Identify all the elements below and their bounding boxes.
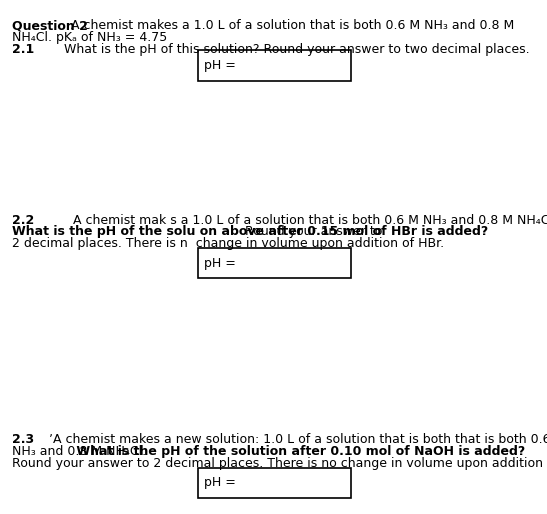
Text: What is the pH of the solution after 0.10 mol of NaOH is added?: What is the pH of the solution after 0.1…	[72, 445, 526, 458]
Text: 2.1: 2.1	[13, 43, 34, 57]
Text: pH =: pH =	[203, 476, 235, 489]
Text: 2.3: 2.3	[13, 433, 34, 446]
Text: pH =: pH =	[203, 59, 235, 72]
Text: A chemist mak s a 1.0 L of a solution that is both 0.6 M NH₃ and 0.8 M NH₄Cl.: A chemist mak s a 1.0 L of a solution th…	[28, 213, 547, 227]
Text: ʼA chemist makes a new solution: 1.0 L of a solution that is both that is both 0: ʼA chemist makes a new solution: 1.0 L o…	[28, 433, 547, 446]
FancyBboxPatch shape	[198, 468, 351, 498]
Text: Question 2: Question 2	[13, 20, 88, 32]
FancyBboxPatch shape	[198, 50, 351, 81]
Text: pH =: pH =	[203, 256, 235, 270]
Text: Round your answer to: Round your answer to	[241, 225, 382, 238]
Text: 2.2: 2.2	[13, 213, 34, 227]
Text: Round your answer to 2 decimal places. There is no change in volume upon additio: Round your answer to 2 decimal places. T…	[13, 457, 547, 470]
Text: What is the pH of this solution? Round your answer to two decimal places.: What is the pH of this solution? Round y…	[32, 43, 530, 57]
Text: 2 decimal places. There is n  change in volume upon addition of HBr.: 2 decimal places. There is n change in v…	[13, 237, 445, 250]
Text: What is the pH of the solu on above after 0.15 mol of HBr is addеd?: What is the pH of the solu on above afte…	[13, 225, 488, 238]
Text: NH₄Cl. pKₐ of NH₃ = 4.75: NH₄Cl. pKₐ of NH₃ = 4.75	[13, 31, 167, 44]
Text: NH₃ and 0.8 M NH₄Cl.: NH₃ and 0.8 M NH₄Cl.	[13, 445, 147, 458]
FancyBboxPatch shape	[198, 248, 351, 279]
Text: A chemist makes a 1.0 L of a solution that is both 0.6 M NH₃ and 0.8 M: A chemist makes a 1.0 L of a solution th…	[43, 20, 515, 32]
